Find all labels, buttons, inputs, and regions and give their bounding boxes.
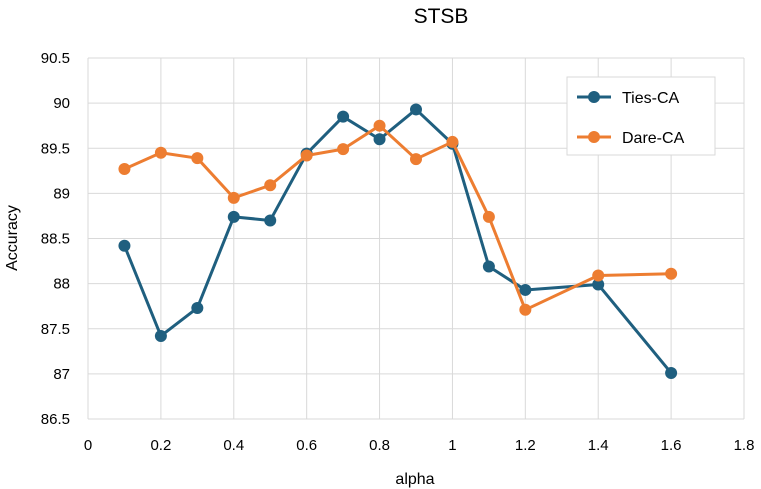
data-point [519, 303, 532, 316]
chart-title: STSB [414, 5, 469, 28]
data-point [482, 260, 495, 273]
legend-entry: Dare-CA [577, 130, 685, 147]
series-line [123, 124, 672, 312]
data-point [118, 239, 131, 252]
data-point [592, 278, 605, 291]
x-tick-label: 0.6 [296, 437, 317, 454]
data-point [410, 103, 422, 116]
data-point [519, 283, 532, 296]
legend: Ties-CA Dare-CA [566, 76, 716, 156]
y-axis-label: Accuracy [4, 205, 21, 271]
data-point [446, 135, 459, 148]
y-tick-label: 88 [53, 276, 70, 293]
legend-marker [588, 91, 600, 103]
y-tick-label: 90.5 [41, 50, 70, 67]
y-tick-label: 87.5 [41, 321, 70, 338]
data-point [264, 179, 277, 192]
gridlines [87, 57, 745, 420]
legend-entry: Ties-CA [577, 90, 680, 107]
legend-marker [588, 131, 600, 143]
x-tick-label: 1.4 [588, 437, 609, 454]
x-tick-label: 0.4 [223, 437, 244, 454]
data-point [227, 210, 240, 223]
data-point [373, 119, 386, 132]
data-point [154, 329, 167, 342]
data-point [227, 191, 240, 204]
x-tick-label: 1.6 [661, 437, 682, 454]
y-tick-label: 86.5 [41, 411, 70, 428]
y-tick-label: 88.5 [41, 231, 70, 248]
x-tick-label: 1.2 [515, 437, 536, 454]
data-point [191, 152, 204, 165]
data-point [337, 143, 350, 156]
y-tick-label: 87 [53, 366, 70, 383]
data-point [665, 267, 678, 280]
y-tick-label: 90 [53, 95, 70, 112]
data-point [337, 110, 350, 123]
y-tick-labels: 86.5 87 87.5 88 88.5 89 89.5 90 90.5 [41, 50, 70, 428]
y-tick-label: 89.5 [41, 140, 70, 157]
data-point [118, 163, 131, 176]
x-tick-label: 1 [448, 437, 456, 454]
data-point [482, 210, 495, 223]
legend-label: Dare-CA [622, 130, 685, 147]
series-line [123, 107, 673, 374]
y-tick-label: 89 [53, 185, 70, 202]
data-series [118, 103, 678, 379]
data-point [373, 133, 386, 146]
data-point [191, 301, 204, 314]
data-point [154, 146, 167, 159]
x-tick-label: 1.8 [734, 437, 755, 454]
data-point [300, 149, 313, 162]
series-dare-ca [118, 119, 678, 316]
legend-label: Ties-CA [622, 90, 680, 107]
x-tick-label: 0.8 [369, 437, 390, 454]
data-point [410, 153, 422, 166]
data-point [665, 366, 678, 379]
x-tick-labels: 0 0.2 0.4 0.6 0.8 1 1.2 1.4 1.6 1.8 [84, 437, 755, 454]
data-point [264, 214, 277, 227]
x-tick-label: 0 [84, 437, 92, 454]
data-point [592, 269, 605, 282]
x-axis-label: alpha [395, 471, 434, 488]
x-tick-label: 0.2 [150, 437, 171, 454]
